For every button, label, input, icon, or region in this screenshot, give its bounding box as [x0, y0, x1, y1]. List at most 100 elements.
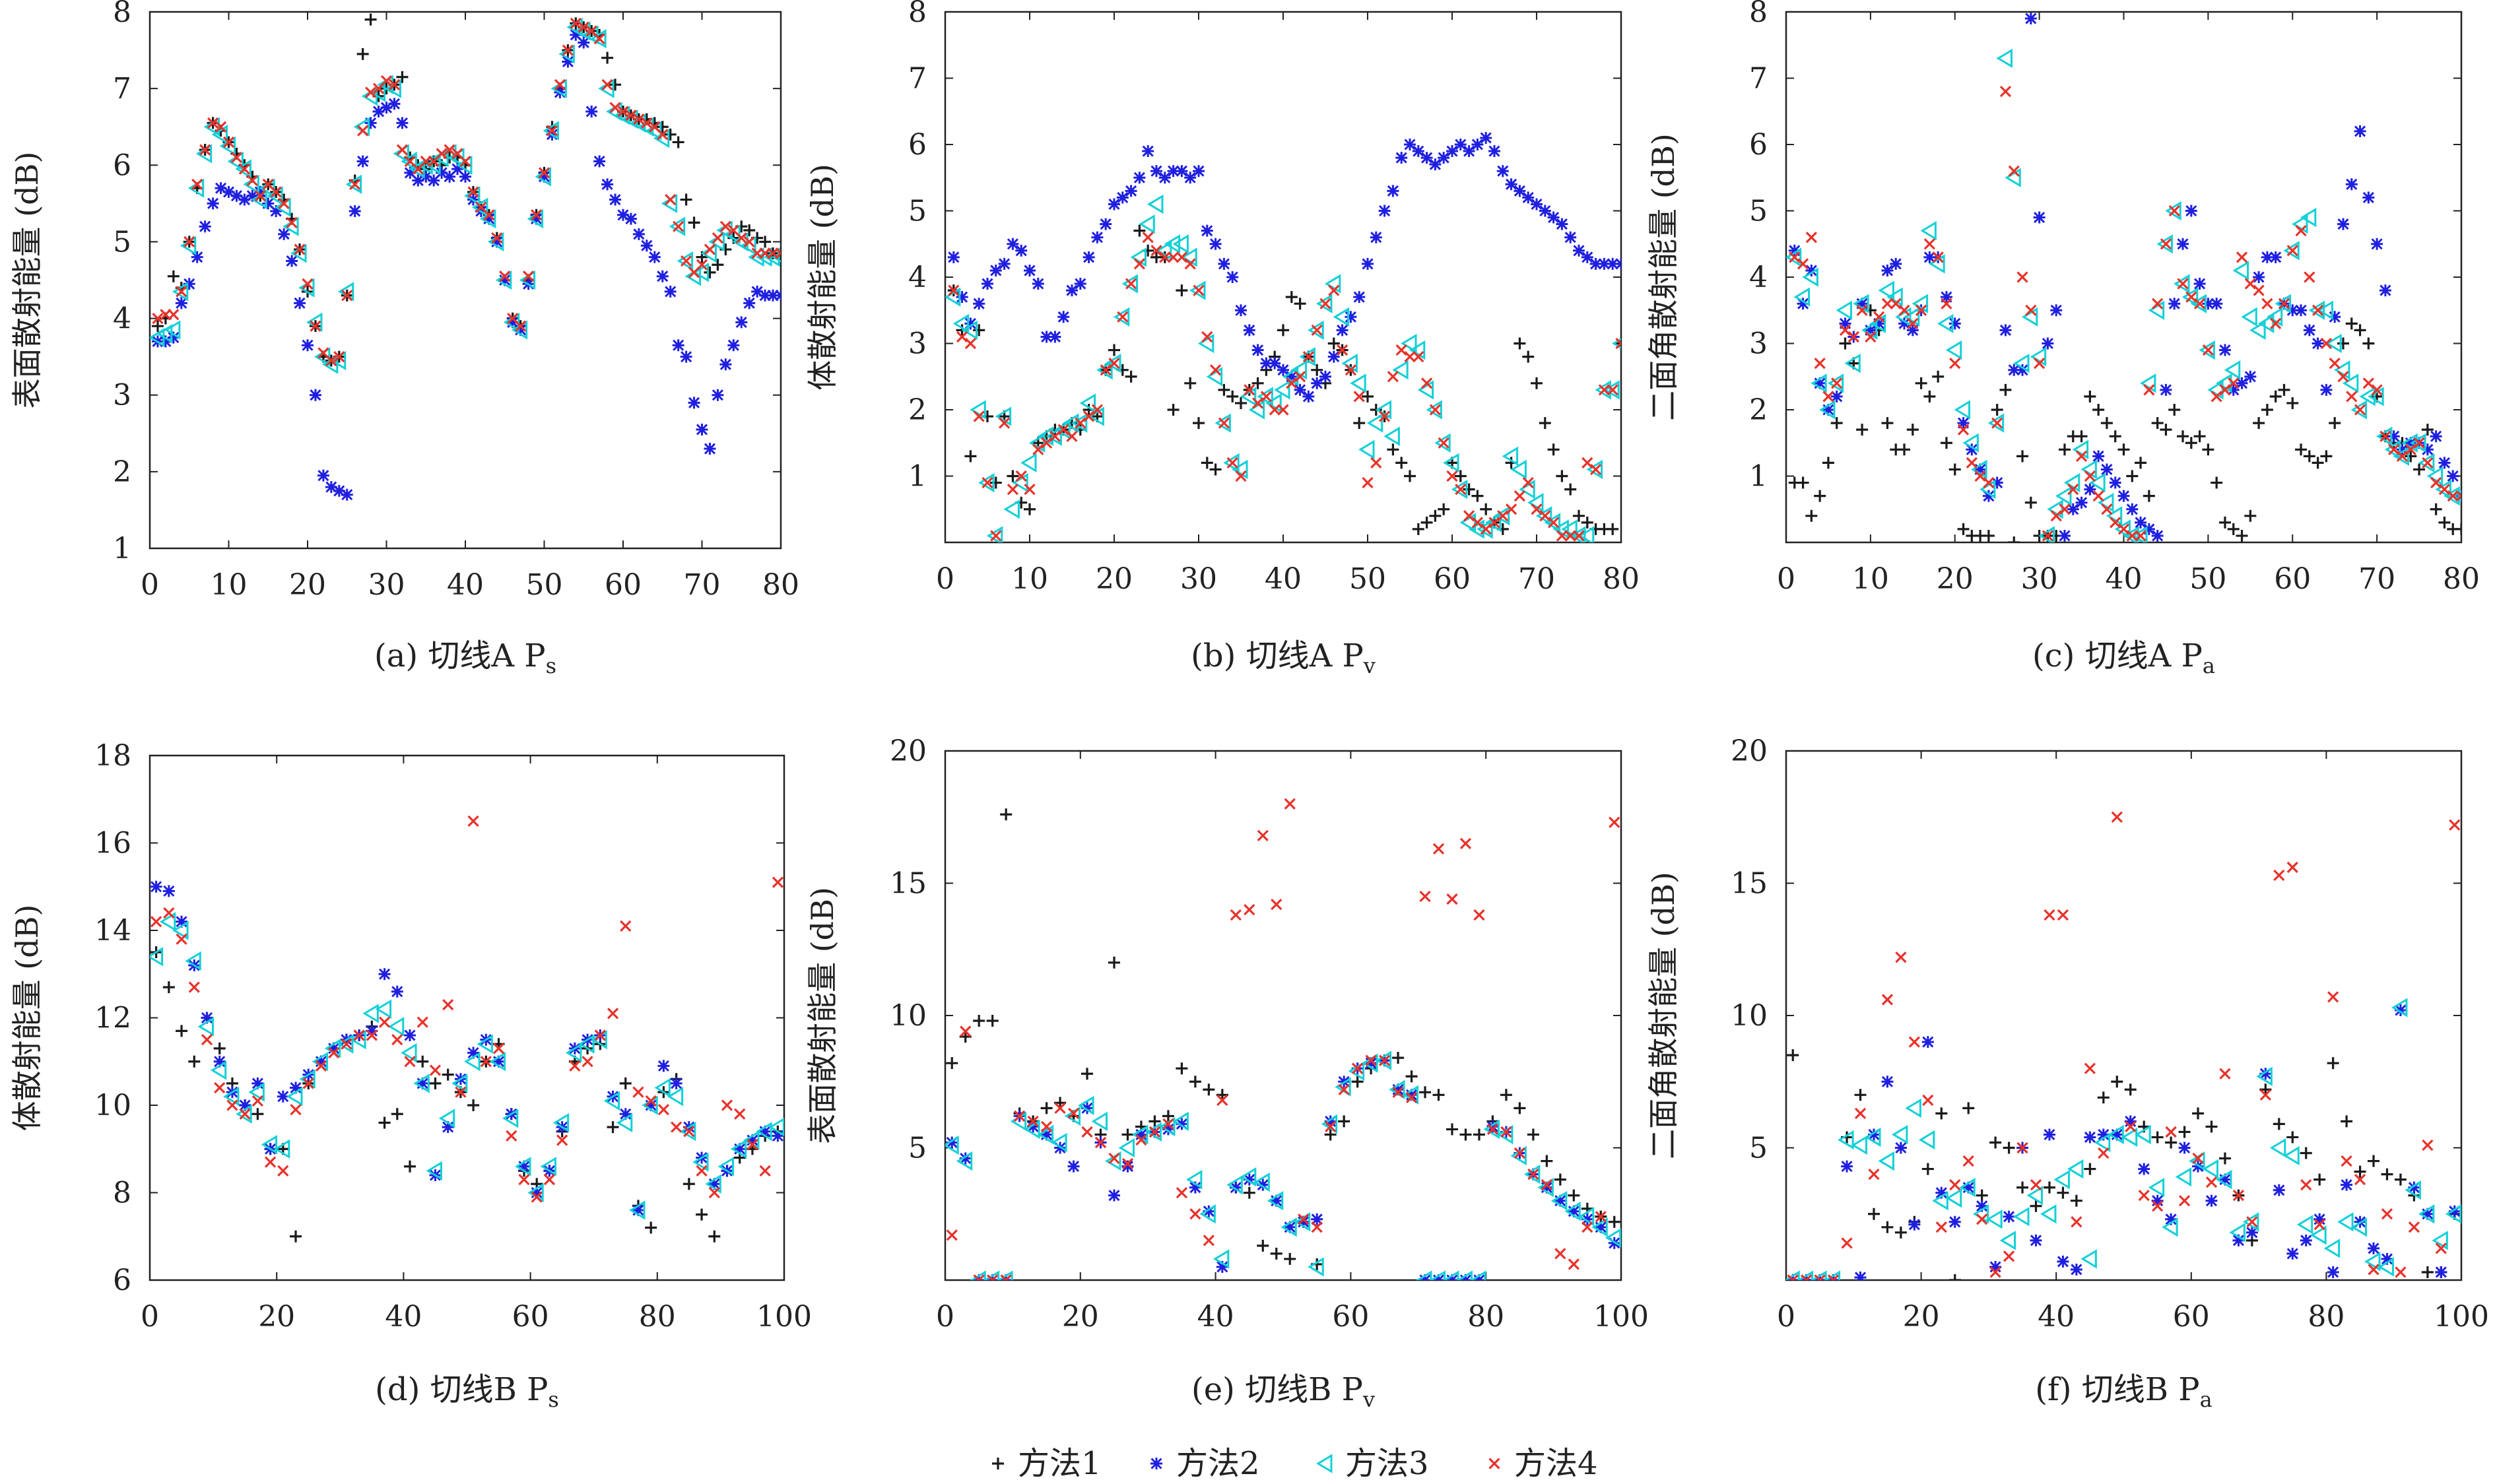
marker-point-57	[1429, 158, 1442, 171]
marker-point-38	[629, 1200, 646, 1220]
marker-point-16	[1923, 238, 1936, 250]
marker-point-56	[2261, 404, 2273, 416]
marker-point-64	[656, 270, 669, 282]
marker-point-68	[1522, 350, 1535, 363]
marker-point-0	[152, 312, 164, 325]
marker-point-39	[1277, 364, 1289, 376]
marker-point-14	[328, 1047, 340, 1059]
marker-point-69	[692, 263, 709, 282]
marker-point-5	[989, 264, 1002, 276]
marker-point-16	[1162, 1110, 1174, 1122]
marker-point-60	[2295, 304, 2308, 317]
marker-point-55	[2253, 284, 2265, 296]
marker-point-45	[1324, 274, 1341, 294]
marker-point-7	[1037, 1124, 1054, 1145]
marker-point-23	[438, 1109, 455, 1128]
marker-point-14	[1976, 1189, 1988, 1202]
marker-point-19	[1948, 317, 1961, 330]
marker-point-3	[973, 324, 985, 337]
x-tick-label: 60	[2274, 562, 2311, 596]
x-tick-label: 20	[1096, 562, 1133, 596]
x-tick-label: 80	[639, 1300, 676, 1334]
marker-point-46	[1564, 1202, 1581, 1221]
marker-point-76	[2430, 430, 2442, 443]
marker-point-13	[1962, 1181, 1975, 1194]
marker-point-55	[1412, 145, 1424, 158]
marker-point-4	[1841, 1160, 1853, 1173]
y-tick-label: 3	[908, 327, 927, 361]
marker-point-20	[1116, 191, 1129, 204]
marker-point-66	[2345, 317, 2358, 330]
marker-point-15	[1148, 1126, 1161, 1138]
marker-point-43	[696, 1165, 708, 1177]
marker-point-16	[1923, 251, 1936, 263]
marker-point-6	[1868, 1168, 1880, 1180]
marker-point-25	[1281, 1217, 1297, 1237]
marker-point-30	[2192, 1152, 2204, 1165]
marker-point-27	[1311, 1213, 1323, 1225]
marker-point-47	[1341, 354, 1358, 373]
marker-point-10	[1078, 1095, 1094, 1115]
marker-point-6	[1836, 300, 1853, 320]
subplot-caption: (d) 切线B Ps	[375, 1371, 559, 1412]
marker-point-2	[1802, 267, 1818, 287]
marker-point-36	[607, 1008, 619, 1019]
marker-point-15	[270, 205, 283, 217]
marker-point-19	[1108, 344, 1120, 356]
marker-point-0	[945, 1135, 959, 1155]
marker-point-51	[1375, 400, 1392, 420]
marker-point-6	[1867, 1128, 1880, 1141]
legend-marker-point-1	[1150, 1458, 1162, 1469]
marker-point-4	[201, 1033, 213, 1046]
marker-point-7	[1007, 238, 1019, 250]
marker-point-17	[366, 1025, 378, 1037]
marker-point-18	[1185, 1169, 1203, 1190]
marker-point-79	[775, 247, 781, 259]
x-tick-label: 20	[1062, 1300, 1099, 1334]
marker-point-36	[1251, 397, 1264, 409]
marker-point-27	[1172, 234, 1189, 254]
marker-point-23	[1982, 529, 1995, 542]
marker-point-60	[1451, 479, 1468, 500]
marker-point-25	[349, 205, 361, 217]
marker-point-21	[2070, 1194, 2082, 1207]
marker-point-35	[428, 174, 440, 187]
marker-point-5	[989, 476, 1002, 489]
marker-point-1	[956, 331, 968, 343]
marker-point-54	[1404, 470, 1416, 482]
marker-point-45	[2168, 404, 2181, 416]
marker-point-45	[2165, 201, 2181, 221]
marker-point-48	[1350, 373, 1366, 393]
marker-point-22	[429, 1077, 442, 1089]
marker-point-79	[1615, 257, 1621, 270]
marker-point-19	[1108, 358, 1120, 370]
marker-point-5	[213, 1055, 226, 1068]
marker-point-42	[2350, 1217, 2368, 1237]
marker-point-49	[1362, 257, 1374, 270]
marker-point-49	[2202, 344, 2214, 356]
marker-point-5	[990, 530, 1002, 542]
marker-point-24	[2108, 1124, 2124, 1145]
marker-point-15	[1989, 1260, 2002, 1273]
marker-point-69	[1531, 503, 1543, 515]
marker-point-13	[1054, 420, 1071, 439]
marker-point-56	[593, 33, 605, 45]
marker-point-2	[973, 1015, 985, 1027]
marker-point-21	[317, 469, 329, 482]
marker-point-38	[2106, 506, 2123, 526]
marker-point-39	[2313, 1213, 2326, 1225]
marker-point-72	[2396, 450, 2409, 462]
marker-point-39	[1274, 380, 1290, 400]
marker-point-66	[1505, 178, 1517, 191]
marker-point-50	[2211, 298, 2223, 310]
legend-label: 方法2	[1176, 1445, 1260, 1482]
marker-point-32	[2058, 443, 2071, 456]
marker-point-37	[1257, 387, 1273, 406]
marker-point-5	[1830, 417, 1843, 430]
marker-point-12	[1890, 257, 1902, 270]
marker-point-27	[2016, 271, 2028, 283]
marker-point-19	[1203, 1083, 1215, 1096]
marker-point-28	[2165, 1136, 2178, 1149]
marker-point-51	[1378, 205, 1391, 217]
marker-point-27	[492, 1055, 505, 1068]
